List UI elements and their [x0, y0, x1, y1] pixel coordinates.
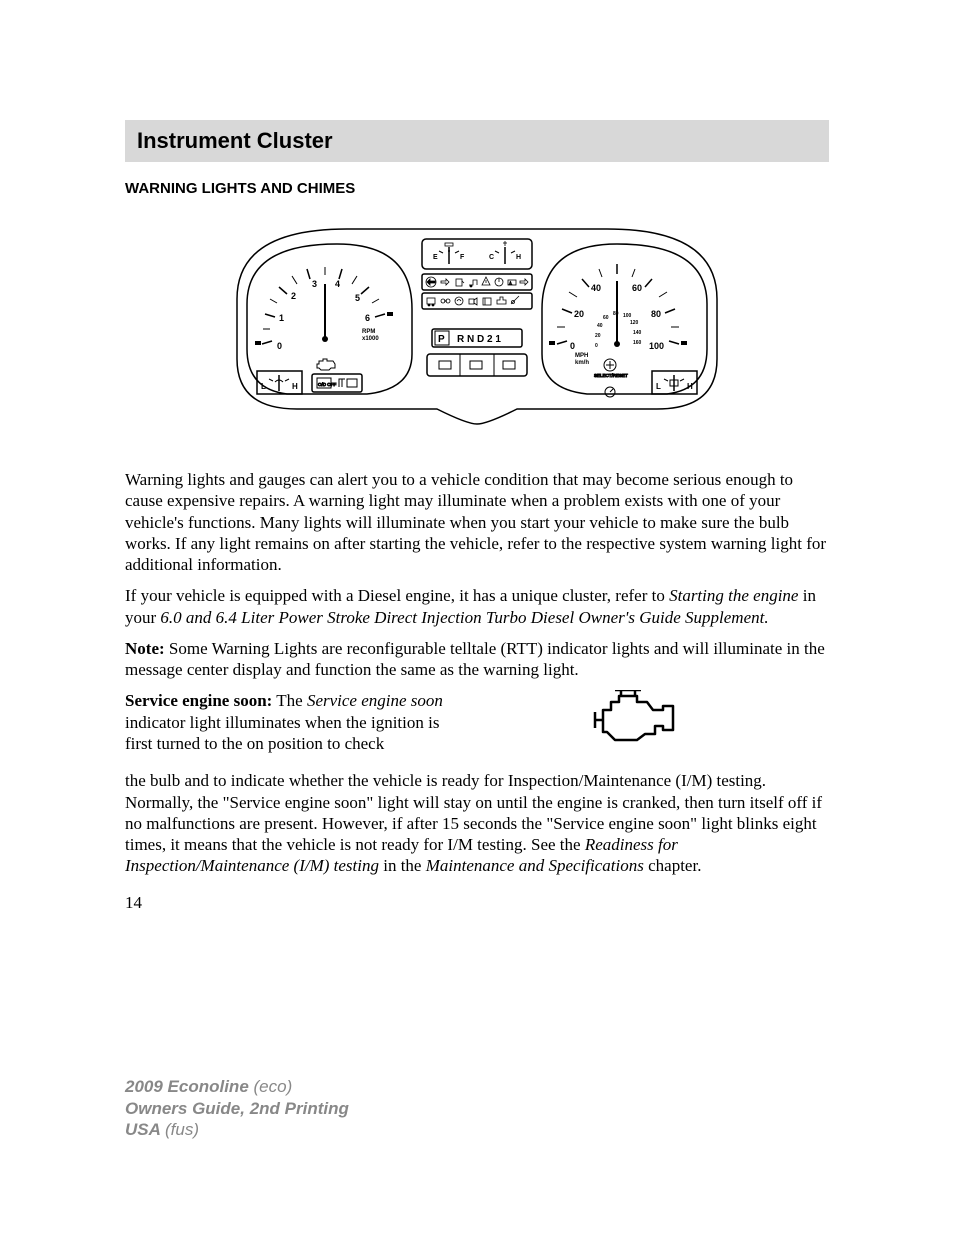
- footer: 2009 Econoline (eco) Owners Guide, 2nd P…: [125, 1076, 349, 1140]
- paragraph-2: If your vehicle is equipped with a Diese…: [125, 585, 829, 628]
- svg-text:0: 0: [595, 343, 598, 349]
- svg-text:x1000: x1000: [362, 336, 379, 342]
- section-title: Instrument Cluster: [137, 128, 817, 154]
- body-text: Warning lights and gauges can alert you …: [125, 469, 829, 913]
- svg-text:6: 6: [365, 313, 370, 323]
- svg-text:60: 60: [632, 283, 642, 293]
- svg-text:160: 160: [633, 340, 642, 346]
- svg-text:L: L: [261, 382, 266, 391]
- svg-text:40: 40: [591, 283, 601, 293]
- engine-icon: [589, 690, 679, 745]
- svg-text:100: 100: [623, 313, 632, 319]
- svg-text:F: F: [460, 254, 465, 261]
- svg-text:SELECT/RESET: SELECT/RESET: [594, 373, 628, 378]
- svg-text:MPH: MPH: [575, 353, 588, 359]
- svg-text:RPM: RPM: [362, 329, 375, 335]
- tachometer: 0 1 2 3 4 5 6 RPM x1000: [255, 267, 393, 351]
- svg-text:H: H: [516, 254, 521, 261]
- svg-text:4: 4: [335, 279, 340, 289]
- svg-text:20: 20: [595, 333, 601, 339]
- svg-text:C: C: [489, 254, 494, 261]
- svg-text:40: 40: [597, 323, 603, 329]
- svg-text:80: 80: [651, 309, 661, 319]
- svg-text:A: A: [509, 281, 512, 286]
- svg-text:5: 5: [355, 293, 360, 303]
- svg-text:3: 3: [312, 279, 317, 289]
- svg-text:60: 60: [603, 315, 609, 321]
- svg-text:140: 140: [633, 330, 642, 336]
- svg-text:100: 100: [649, 341, 664, 351]
- speedometer: 0 20 40 60 80 100 0 20 40 60 80 100 120 …: [549, 264, 687, 366]
- svg-text:2: 2: [291, 291, 296, 301]
- instrument-cluster-diagram: 0 1 2 3 4 5 6 RPM x1000 L H O/D OFF: [217, 209, 737, 439]
- paragraph-ses-cont: the bulb and to indicate whether the veh…: [125, 770, 829, 876]
- svg-text:H: H: [292, 382, 298, 391]
- subheading: WARNING LIGHTS AND CHIMES: [125, 180, 829, 197]
- section-header: Instrument Cluster: [125, 120, 829, 162]
- svg-text:P: P: [438, 334, 445, 345]
- svg-text:120: 120: [630, 320, 639, 326]
- svg-text:1: 1: [279, 313, 284, 323]
- svg-text:E: E: [433, 254, 438, 261]
- svg-text:R N D 2 1: R N D 2 1: [457, 334, 501, 345]
- service-engine-soon-block: Service engine soon: The Service engine …: [125, 690, 829, 770]
- page-number: 14: [125, 893, 829, 913]
- svg-text:L: L: [656, 382, 661, 391]
- paragraph-3: Note: Some Warning Lights are reconfigur…: [125, 638, 829, 681]
- paragraph-1: Warning lights and gauges can alert you …: [125, 469, 829, 575]
- svg-text:O/D OFF: O/D OFF: [318, 382, 336, 387]
- svg-text:0: 0: [277, 341, 282, 351]
- svg-text:H: H: [687, 382, 693, 391]
- svg-text:km/h: km/h: [575, 360, 589, 366]
- svg-text:0: 0: [570, 341, 575, 351]
- svg-text:20: 20: [574, 309, 584, 319]
